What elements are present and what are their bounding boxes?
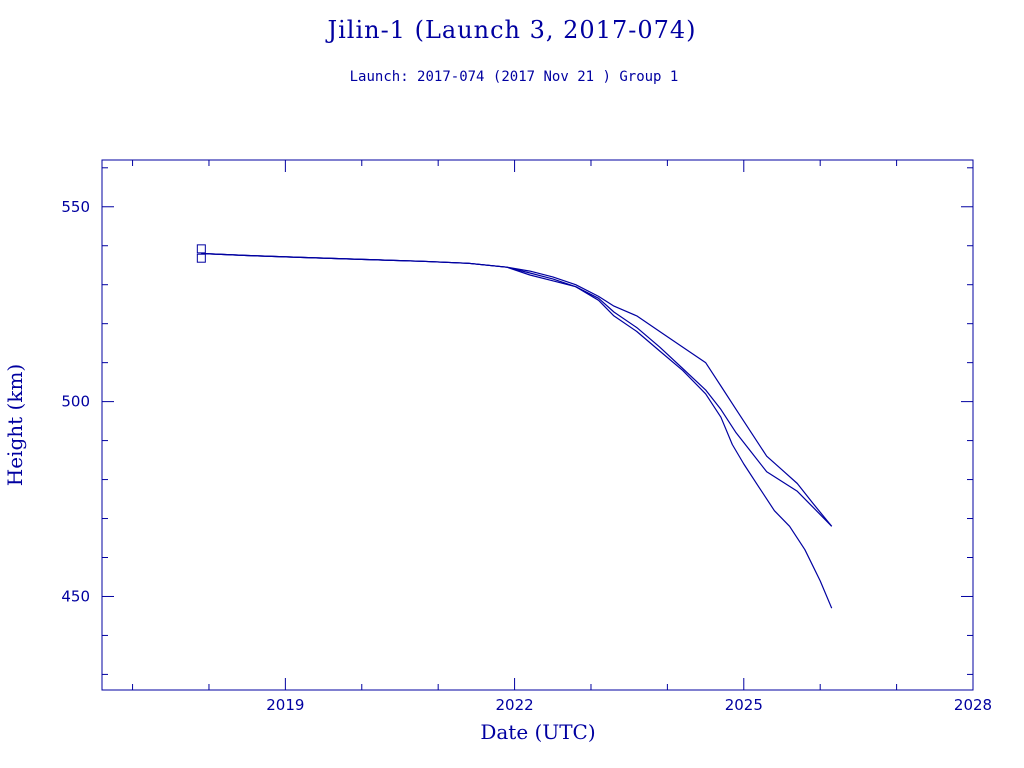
y-tick-label: 550 bbox=[61, 198, 90, 216]
x-tick-label: 2025 bbox=[725, 696, 763, 714]
y-tick-label: 450 bbox=[61, 587, 90, 605]
x-tick-label: 2022 bbox=[495, 696, 533, 714]
chart-subtitle: Launch: 2017-074 (2017 Nov 21 ) Group 1 bbox=[350, 69, 679, 85]
axis-ticks bbox=[102, 160, 974, 690]
y-axis-title: Height (km) bbox=[3, 364, 27, 486]
series-line-2 bbox=[201, 252, 833, 527]
series-line-1 bbox=[201, 252, 833, 609]
series-line-3 bbox=[201, 252, 833, 527]
box-marker bbox=[196, 244, 206, 254]
x-axis-title: Date (UTC) bbox=[480, 720, 595, 744]
y-tick-label: 500 bbox=[61, 393, 90, 411]
chart-title: Jilin-1 (Launch 3, 2017-074) bbox=[324, 16, 696, 44]
data-markers bbox=[196, 244, 206, 263]
axis-tick-labels: 2019 2022 2025 2028 450 500 550 bbox=[61, 198, 992, 714]
x-tick-label: 2028 bbox=[954, 696, 992, 714]
series-lines bbox=[201, 252, 833, 609]
plot-frame bbox=[101, 159, 974, 691]
x-tick-label: 2019 bbox=[266, 696, 304, 714]
box-marker bbox=[196, 253, 206, 263]
